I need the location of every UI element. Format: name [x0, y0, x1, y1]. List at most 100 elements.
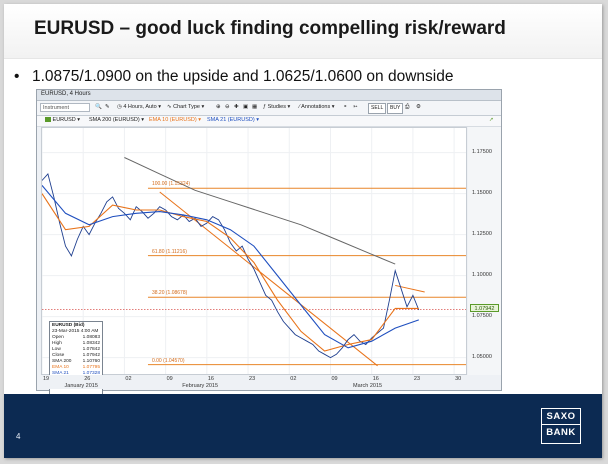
- series-line-sma-200: [124, 157, 396, 265]
- time-tick-label: 16: [207, 376, 214, 382]
- chart-type-selector[interactable]: ∿ Chart Type ▾: [167, 104, 205, 110]
- indicator-ema10-label: EMA 10 (EURUSD): [149, 117, 197, 123]
- pin-icon[interactable]: ➳: [353, 104, 358, 110]
- studies-icon: ƒ: [263, 104, 267, 110]
- time-tick-label: 23: [249, 376, 256, 382]
- chart-window-titlebar: EURUSD, 4 Hours: [37, 90, 501, 101]
- bullet-text: 1.0875/1.0900 on the upside and 1.0625/1…: [32, 68, 454, 85]
- time-tick-label: 02: [125, 376, 132, 382]
- time-axis[interactable]: 19 26 02 09 16 23 02 09 16 23 30 January…: [41, 375, 467, 389]
- instrument-search-icon[interactable]: 🔍: [95, 104, 102, 110]
- time-tick-label: 09: [331, 376, 338, 382]
- data-row: Open 1.08083: [52, 335, 100, 341]
- price-tick-label: 1.05000: [472, 353, 492, 360]
- data-value: 1.07942: [82, 353, 100, 358]
- month-label: March 2015: [353, 383, 383, 389]
- indicator-eurusd[interactable]: EURUSD ▾: [45, 117, 80, 123]
- series-line-ema-10: [42, 193, 419, 352]
- data-row: EMA 10 1.07795: [52, 365, 100, 371]
- data-box: EURUSD (Bid) 23-Mar-2015 4:00 AM Open 1.0…: [49, 321, 103, 401]
- studies-selector[interactable]: ƒ Studies ▾: [263, 104, 291, 110]
- bullet-marker: •: [14, 68, 20, 85]
- bullet-point: • 1.0875/1.0900 on the upside and 1.0625/…: [14, 68, 453, 86]
- series-line-eurusd: [42, 172, 420, 359]
- print-icon[interactable]: ⎙: [405, 104, 410, 110]
- time-tick-label: 19: [43, 376, 50, 382]
- instrument-input[interactable]: Instrument: [40, 103, 90, 112]
- data-value: 1.08083: [82, 335, 100, 340]
- data-key: EMA 10: [52, 365, 69, 370]
- data-box-header: EURUSD (Bid): [52, 323, 85, 328]
- indicator-sma21-label: SMA 21 (EURUSD): [207, 117, 255, 123]
- data-key: High: [52, 341, 62, 346]
- studies-label: Studies: [267, 104, 286, 110]
- data-key: SMA 200: [52, 359, 72, 364]
- drawing-tool-icon[interactable]: ➚: [489, 117, 494, 123]
- grid-icon[interactable]: ▦: [252, 104, 258, 110]
- time-tick-label: 09: [166, 376, 173, 382]
- data-value: 1.08342: [82, 341, 100, 346]
- time-tick-label: 30: [455, 376, 462, 382]
- data-row: High 1.08342: [52, 341, 100, 347]
- fib-label-0: 0.00 (1.04570): [151, 357, 185, 364]
- slide-title: EURUSD – good luck finding compelling ri…: [34, 18, 506, 39]
- data-value: 1.07842: [82, 347, 100, 352]
- fib-label-61-8: 61.80 (1.11216): [151, 248, 187, 255]
- time-tick-label: 23: [413, 376, 421, 382]
- data-key: Close: [52, 353, 65, 358]
- chart-toolbar: Instrument 🔍 ✎ ◷ 4 Hours, Auto ▾ ∿ Chart…: [37, 101, 501, 116]
- instrument-flag-icon: [45, 117, 51, 123]
- price-tick-label: 1.12500: [472, 230, 492, 237]
- data-row: SMA 200 1.10760: [52, 359, 100, 365]
- buy-button[interactable]: BUY: [387, 103, 404, 114]
- settings-gear-icon[interactable]: ⚙: [416, 104, 421, 110]
- data-value: 1.07795: [82, 365, 100, 370]
- sell-button[interactable]: SELL: [368, 103, 387, 114]
- crosshair-icon[interactable]: ✚: [234, 104, 239, 110]
- footer-band: 4 SAXO BANK: [4, 394, 602, 458]
- slide: EURUSD – good luck finding compelling ri…: [4, 4, 602, 458]
- data-row: Low 1.07842: [52, 347, 100, 353]
- trendline: [159, 191, 378, 367]
- clock-icon: ◷: [117, 104, 122, 110]
- chart-type-icon: ∿: [167, 104, 172, 110]
- fib-label-100: 100.00 (1.15324): [151, 181, 191, 188]
- indicator-bar: EURUSD ▾ SMA 200 (EURUSD) ▾ EMA 10 (EURU…: [37, 116, 501, 127]
- time-tick-label: 26: [84, 376, 91, 382]
- trendline: [395, 284, 425, 293]
- indicator-ema10[interactable]: EMA 10 (EURUSD) ▾: [149, 117, 201, 123]
- title-band: EURUSD – good luck finding compelling ri…: [4, 4, 602, 59]
- data-key: Low: [52, 347, 61, 352]
- chart-window: EURUSD, 4 Hours Instrument 🔍 ✎ ◷ 4 Hours…: [36, 89, 502, 409]
- month-label: January 2015: [64, 383, 98, 389]
- zoom-in-icon[interactable]: ⊕: [216, 104, 221, 110]
- annotations-selector[interactable]: ∕ Annotations ▾: [299, 104, 335, 110]
- fib-label-38-2: 38.20 (1.08678): [151, 290, 188, 297]
- annotations-icon: ∕: [299, 104, 300, 110]
- pencil-icon[interactable]: ✎: [105, 104, 110, 110]
- chart-plot-area[interactable]: 100.00 (1.15324) 61.80 (1.11216) 38.20 (…: [41, 127, 467, 409]
- timeframe-selector[interactable]: ◷ 4 Hours, Auto ▾: [117, 104, 161, 110]
- annotations-label: Annotations: [301, 104, 331, 110]
- time-tick-label: 02: [290, 376, 297, 382]
- data-key: SMA 21: [52, 371, 69, 376]
- indicator-sma21[interactable]: SMA 21 (EURUSD) ▾: [207, 117, 259, 123]
- data-row: Close 1.07942: [52, 353, 100, 359]
- page-number: 4: [16, 432, 21, 441]
- indicator-eurusd-label: EURUSD: [52, 117, 76, 123]
- zoom-out-icon[interactable]: ⊖: [225, 104, 230, 110]
- indicator-sma200[interactable]: SMA 200 (EURUSD) ▾: [89, 117, 145, 123]
- data-box-date: 23-Mar-2015 4:00 AM: [52, 329, 99, 334]
- chart-window-title: EURUSD, 4 Hours: [41, 91, 91, 97]
- price-axis[interactable]: 1.17500 1.15000 1.12500 1.10000 1.07500 …: [468, 127, 501, 375]
- indicator-sma200-label: SMA 200 (EURUSD): [89, 117, 140, 123]
- price-chart: [42, 128, 466, 374]
- fit-icon[interactable]: ▣: [243, 104, 249, 110]
- price-tick-label: 1.10000: [472, 271, 492, 278]
- price-tick-label: 1.07500: [472, 312, 492, 319]
- series-line-sma-21: [42, 185, 419, 349]
- current-price-marker: 1.07942: [470, 304, 499, 313]
- data-value: 1.07328: [82, 371, 100, 376]
- logo-text-bottom: BANK: [542, 424, 580, 440]
- eraser-icon[interactable]: ⚬: [343, 104, 348, 110]
